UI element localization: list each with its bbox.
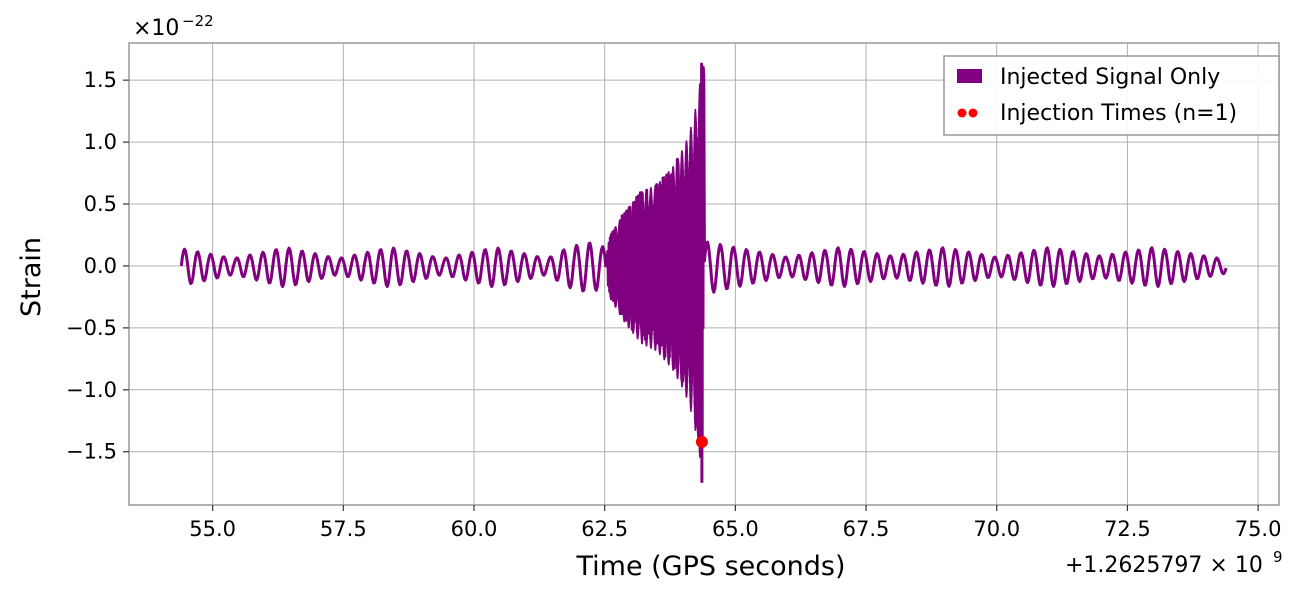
- legend-label-signal: Injected Signal Only: [1000, 65, 1220, 90]
- y-tick-label: 1.5: [84, 68, 117, 92]
- y-scale-base: ×10: [133, 16, 179, 41]
- y-tick-label: 1.0: [84, 130, 117, 154]
- legend: Injected Signal Only Injection Times (n=…: [943, 55, 1280, 136]
- x-tick-label: 55.0: [189, 517, 236, 541]
- legend-patch-signal: [957, 69, 982, 83]
- tick-layer: 55.0 57.5 60.0 62.5 65.0 67.5 70.0 72.5 75.0 1.5 1…: [66, 68, 1281, 541]
- series-layer: [179, 62, 1228, 483]
- x-tick-label: 70.0: [973, 517, 1020, 541]
- legend-dot-injection-2: [968, 108, 978, 118]
- legend-box: [943, 55, 1280, 136]
- plot-frame: [128, 42, 1280, 506]
- series-chirp-band: [609, 83, 704, 458]
- y-tick-label: −1.0: [66, 378, 117, 402]
- x-offset-label: +1.2625797 × 10 9: [1065, 548, 1283, 578]
- x-tick-label: 72.5: [1104, 517, 1151, 541]
- y-axis-label: Strain: [16, 237, 47, 317]
- x-tick-label: 65.0: [712, 517, 759, 541]
- x-tick-label: 75.0: [1235, 517, 1282, 541]
- legend-label-injection: Injection Times (n=1): [1000, 101, 1237, 126]
- x-tick-label: 60.0: [451, 517, 498, 541]
- injection-time-marker: [695, 435, 708, 448]
- y-tick-label: 0.0: [84, 254, 117, 278]
- x-offset-exponent: 9: [1273, 548, 1283, 566]
- x-tick-label: 57.5: [320, 517, 367, 541]
- x-offset-base: +1.2625797 × 10: [1065, 553, 1263, 578]
- y-scale-label: ×10 −22: [133, 12, 214, 41]
- y-tick-label: 0.5: [84, 192, 117, 216]
- y-tick-label: −0.5: [66, 316, 117, 340]
- marker-layer: [695, 435, 708, 448]
- x-tick-label: 67.5: [843, 517, 890, 541]
- y-tick-label: −1.5: [66, 440, 117, 464]
- legend-dot-injection-1: [957, 108, 967, 118]
- x-axis-label: Time (GPS seconds): [575, 551, 845, 582]
- y-scale-exponent: −22: [182, 12, 214, 30]
- x-tick-label: 62.5: [581, 517, 628, 541]
